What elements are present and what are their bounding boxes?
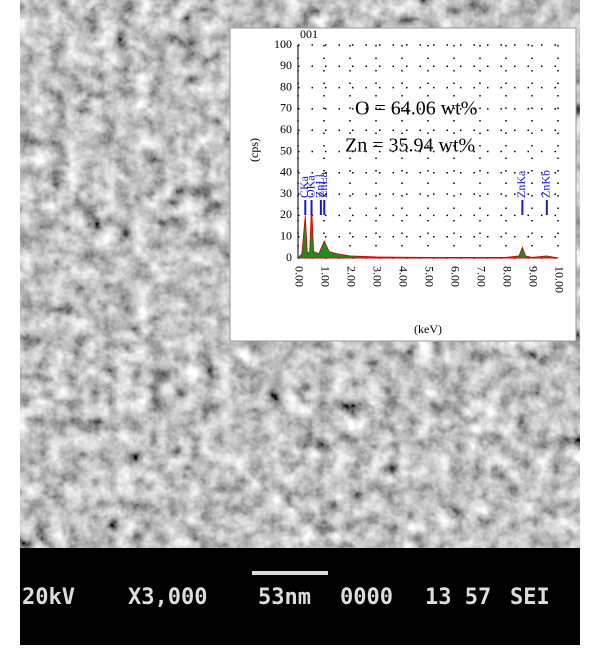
y-tick-label: 30: [280, 186, 292, 200]
x-tick-label: 9.00: [526, 266, 540, 287]
y-tick-label: 40: [280, 165, 292, 179]
peak-label: ZnLa: [316, 171, 330, 198]
y-tick-label: 0: [286, 250, 292, 264]
peak-label: OKa: [303, 175, 317, 198]
y-axis-label: (cps): [247, 138, 261, 162]
annotation: Zn = 35.94 wt%: [345, 135, 475, 157]
x-tick-label: 1.00: [318, 266, 332, 287]
x-tick-label: 6.00: [448, 266, 462, 287]
x-axis-label: (keV): [414, 322, 442, 336]
y-tick-label: 70: [280, 101, 292, 115]
spectrum: [297, 204, 559, 259]
y-tick-label: 10: [280, 228, 292, 242]
x-tick-label: 8.00: [500, 266, 514, 287]
x-tick-label: 0.00: [292, 266, 306, 287]
sem-info-text: 20kV: [22, 585, 75, 610]
inset-label: 001: [300, 27, 318, 41]
x-tick-label: 5.00: [422, 266, 436, 287]
sem-info-bar: [20, 548, 580, 645]
peak-label: CKa: [297, 175, 311, 198]
x-tick-label: 2.00: [344, 266, 358, 287]
y-tick-label: 90: [280, 58, 292, 72]
y-tick-label: 100: [274, 37, 292, 51]
x-tick-label: 7.00: [474, 266, 488, 287]
x-tick-label: 3.00: [370, 266, 384, 287]
peak-label: ZnKa: [514, 170, 528, 198]
scale-bar: [252, 571, 328, 575]
sem-info-text: 53nm: [258, 585, 311, 610]
annotation: O = 64.06 wt%: [355, 98, 477, 120]
y-tick-label: 50: [280, 143, 292, 157]
x-tick-label: 10.00: [552, 266, 566, 293]
y-tick-label: 60: [280, 122, 292, 136]
sem-info-text: SEI: [510, 585, 550, 610]
sem-info-text: X3,000: [128, 585, 207, 610]
eds-inset: [229, 27, 577, 342]
y-tick-label: 80: [280, 79, 292, 93]
peak-label: ZnKb: [539, 170, 553, 198]
x-tick-label: 4.00: [396, 266, 410, 287]
y-tick-label: 20: [280, 207, 292, 221]
sem-info-text: 0000: [340, 585, 393, 610]
sem-info-text: 13 57: [425, 585, 491, 610]
peak-label: ZnLl: [313, 173, 327, 198]
